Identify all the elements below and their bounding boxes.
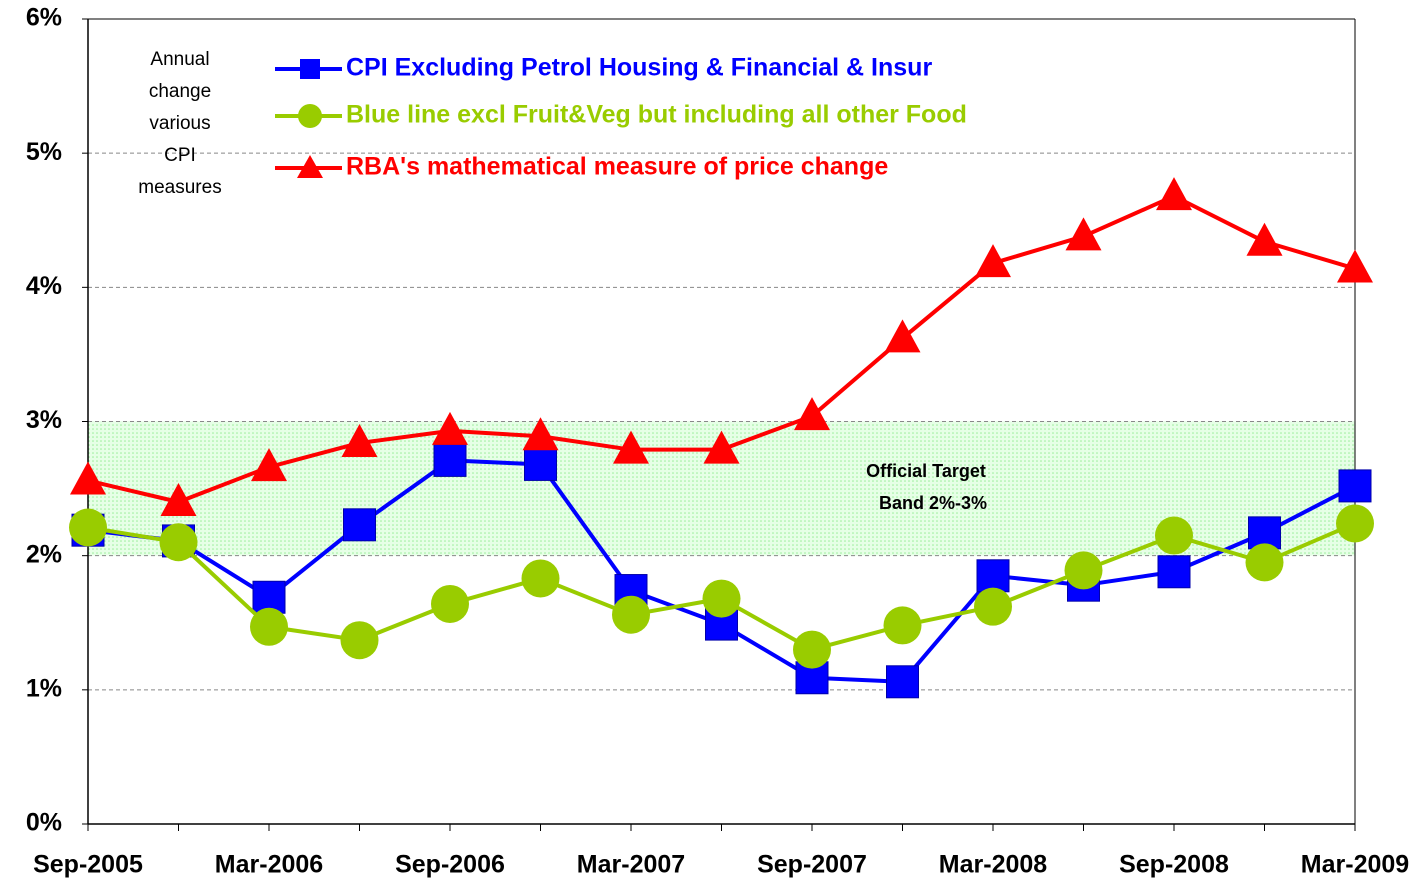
data-point	[1064, 551, 1103, 590]
data-point	[524, 447, 557, 481]
data-point	[793, 630, 831, 669]
band-label: Official Target	[866, 461, 986, 481]
data-point	[251, 448, 287, 482]
y-tick-label: 0%	[26, 809, 62, 837]
x-tick-label: Sep-2008	[1119, 851, 1229, 879]
y-tick-label: 5%	[26, 138, 62, 166]
y-tick-label: 1%	[26, 674, 62, 702]
data-point	[976, 559, 1010, 593]
data-point	[1065, 217, 1102, 251]
y-tick-label: 3%	[26, 406, 62, 434]
data-point	[1245, 543, 1284, 582]
note-text: various	[149, 113, 210, 134]
data-point	[794, 397, 830, 431]
x-tick-label: Mar-2007	[577, 851, 685, 879]
data-point	[522, 417, 559, 451]
note-text: CPI	[164, 145, 196, 166]
data-point	[340, 621, 379, 660]
data-point	[159, 523, 198, 562]
legend-label: Blue line excl Fruit&Veg but including a…	[346, 101, 967, 129]
data-point	[1157, 555, 1191, 589]
data-point	[1155, 516, 1193, 555]
data-point	[1336, 504, 1374, 543]
data-point	[613, 430, 649, 464]
x-tick-label: Sep-2005	[33, 851, 143, 879]
data-point	[432, 411, 468, 445]
y-tick-label: 6%	[26, 4, 62, 32]
data-point	[343, 508, 376, 542]
data-point	[250, 607, 288, 646]
data-point	[1337, 249, 1373, 283]
data-point	[431, 584, 469, 623]
note-text: change	[149, 81, 211, 102]
x-tick-label: Mar-2006	[215, 851, 323, 879]
legend-label: CPI Excluding Petrol Housing & Financial…	[346, 54, 932, 82]
data-point	[160, 483, 197, 516]
legend-marker	[298, 104, 322, 128]
data-point	[884, 319, 921, 353]
band-label: Band 2%-3%	[879, 493, 987, 513]
x-tick-label: Mar-2009	[1301, 851, 1409, 879]
data-point	[341, 423, 378, 457]
data-point	[883, 606, 922, 645]
data-point	[1338, 469, 1372, 503]
data-point	[70, 461, 106, 495]
data-point	[69, 508, 107, 547]
data-point	[612, 595, 650, 634]
data-point	[433, 443, 467, 477]
data-point	[886, 665, 919, 699]
y-tick-label: 2%	[26, 540, 62, 568]
x-tick-label: Mar-2008	[939, 851, 1047, 879]
note-text: measures	[138, 177, 221, 198]
data-point	[703, 430, 740, 464]
data-point	[974, 587, 1012, 626]
legend-marker	[297, 155, 323, 178]
data-point	[975, 244, 1011, 278]
note-text: Annual	[150, 49, 209, 70]
data-point	[1156, 177, 1192, 211]
x-tick-label: Sep-2006	[395, 851, 505, 879]
y-tick-label: 4%	[26, 272, 62, 300]
legend-marker	[300, 59, 320, 79]
data-point	[1246, 222, 1283, 256]
data-point	[521, 559, 560, 598]
data-point	[702, 579, 741, 618]
x-tick-label: Sep-2007	[757, 851, 867, 879]
legend-label: RBA's mathematical measure of price chan…	[346, 153, 888, 181]
